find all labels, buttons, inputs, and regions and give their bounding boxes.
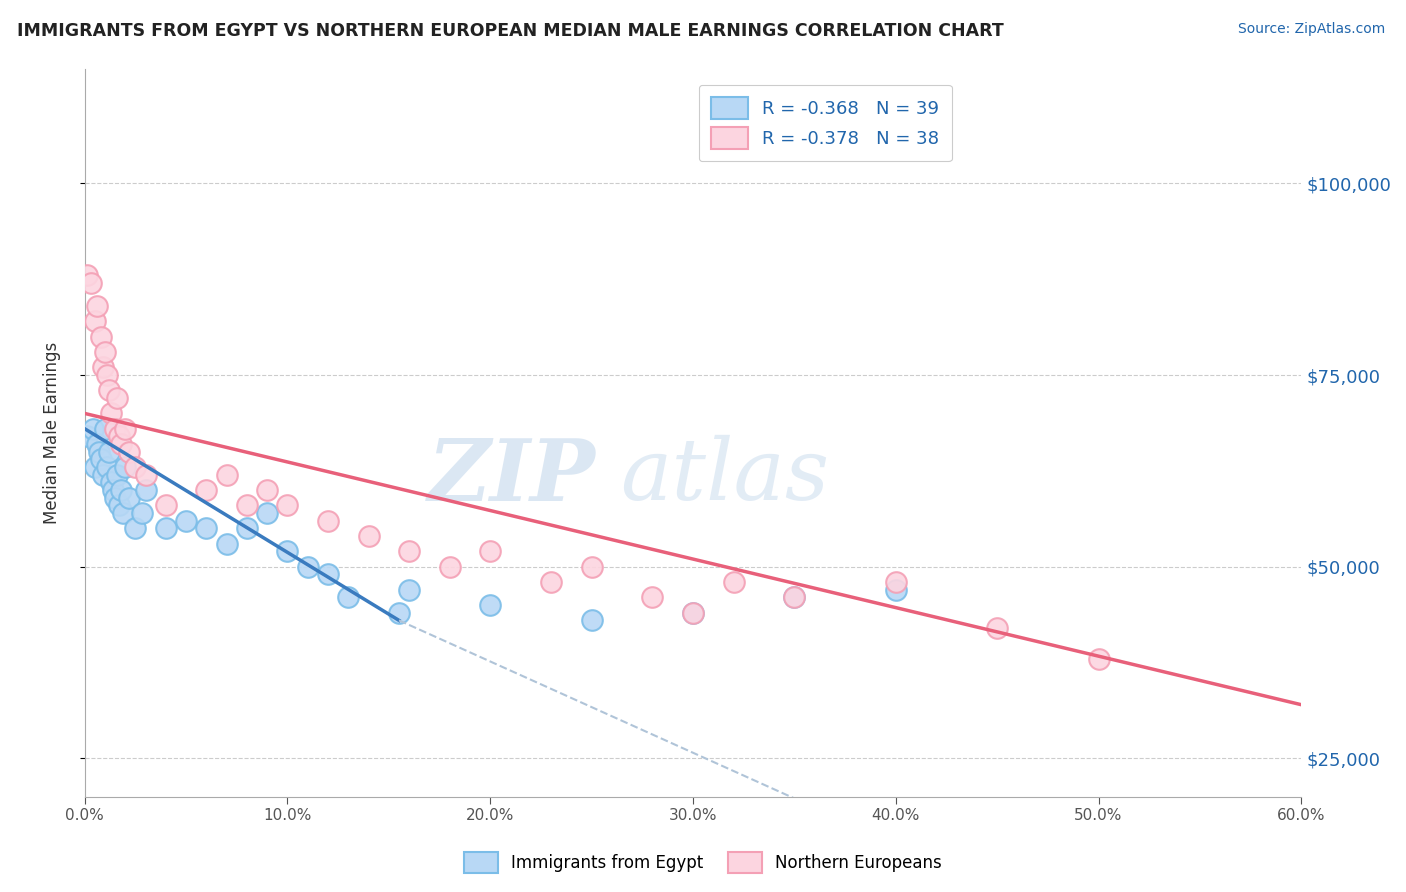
Point (276, 544, 298, 558)
Point (124, 460, 146, 475)
Point (155, 521, 177, 535)
Point (96, 368, 118, 383)
Point (884, 575, 907, 590)
Text: IMMIGRANTS FROM EGYPT VS NORTHERN EUROPEAN MEDIAN MALE EARNINGS CORRELATION CHAR: IMMIGRANTS FROM EGYPT VS NORTHERN EUROPE… (17, 22, 1004, 40)
Text: atlas: atlas (620, 435, 830, 517)
Point (316, 514, 339, 528)
Point (439, 559, 461, 574)
Point (114, 460, 136, 475)
Point (98, 444, 121, 458)
Text: Source: ZipAtlas.com: Source: ZipAtlas.com (1237, 22, 1385, 37)
Point (86, 299, 108, 313)
Point (105, 391, 128, 405)
Point (540, 575, 562, 590)
Point (682, 606, 704, 620)
Point (174, 514, 197, 528)
Point (316, 567, 339, 582)
Point (96, 460, 118, 475)
Point (195, 521, 218, 535)
Point (105, 467, 128, 482)
Point (783, 591, 806, 605)
Point (94, 422, 117, 436)
Point (104, 491, 127, 505)
Point (90, 330, 112, 344)
Text: ZIP: ZIP (427, 434, 596, 518)
Point (98, 384, 121, 398)
Point (276, 499, 298, 513)
Point (256, 483, 278, 497)
Point (118, 491, 141, 505)
Point (479, 598, 502, 612)
Point (110, 483, 132, 497)
Point (479, 544, 502, 558)
Point (76, 429, 98, 443)
Point (83, 460, 105, 475)
Point (82, 422, 104, 436)
Point (256, 506, 278, 520)
Point (91, 467, 114, 482)
Legend: R = -0.368   N = 39, R = -0.378   N = 38: R = -0.368 N = 39, R = -0.378 N = 38 (699, 85, 952, 161)
Point (195, 483, 218, 497)
Point (114, 422, 136, 436)
Point (91, 360, 114, 375)
Point (100, 475, 122, 490)
Point (986, 621, 1008, 635)
Point (94, 345, 117, 359)
Point (83, 314, 105, 328)
Point (76, 268, 98, 283)
Point (215, 467, 238, 482)
Point (581, 613, 603, 627)
Point (398, 544, 420, 558)
Point (723, 575, 745, 590)
Point (783, 591, 806, 605)
Point (1087, 651, 1109, 665)
Point (357, 529, 380, 543)
Point (90, 452, 112, 467)
Point (80, 276, 103, 290)
Point (215, 537, 238, 551)
Point (135, 483, 157, 497)
Point (682, 606, 704, 620)
Y-axis label: Median Male Earnings: Median Male Earnings (44, 342, 60, 524)
Point (108, 499, 131, 513)
Point (87, 444, 110, 458)
Point (112, 506, 135, 520)
Point (297, 559, 319, 574)
Point (337, 591, 360, 605)
Point (388, 606, 411, 620)
Point (581, 559, 603, 574)
Point (86, 437, 108, 451)
Point (101, 483, 124, 497)
Point (398, 582, 420, 597)
Legend: Immigrants from Egypt, Northern Europeans: Immigrants from Egypt, Northern European… (458, 846, 948, 880)
Point (110, 437, 132, 451)
Point (131, 506, 153, 520)
Point (884, 582, 907, 597)
Point (236, 521, 259, 535)
Point (100, 406, 122, 420)
Point (155, 499, 177, 513)
Point (236, 499, 259, 513)
Point (641, 591, 664, 605)
Point (135, 467, 157, 482)
Point (124, 521, 146, 535)
Point (118, 444, 141, 458)
Point (108, 429, 131, 443)
Point (104, 422, 127, 436)
